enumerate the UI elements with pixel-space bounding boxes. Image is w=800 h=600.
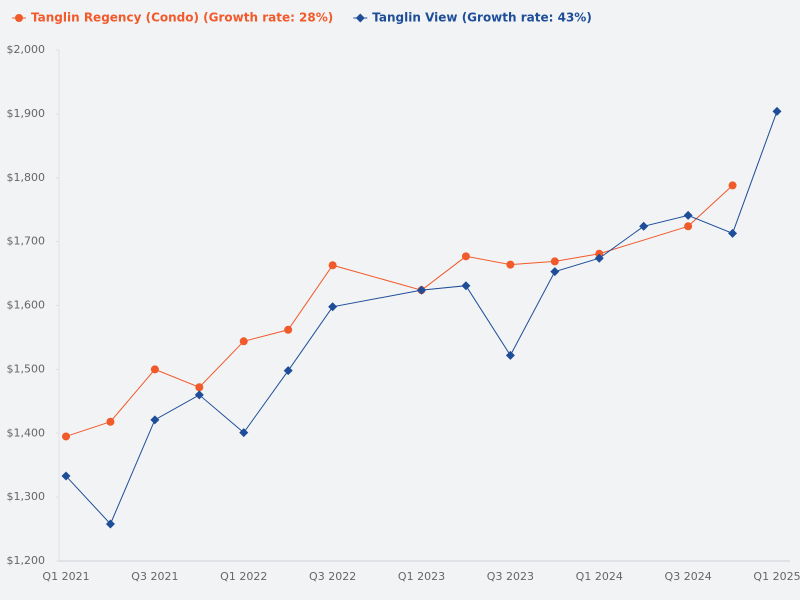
y-tick-label: $1,800 <box>7 171 46 184</box>
series-line <box>65 111 778 525</box>
series-line <box>65 185 733 437</box>
point <box>62 432 70 441</box>
point <box>150 365 159 374</box>
y-tick-label: $1,700 <box>7 235 46 248</box>
point <box>728 228 738 238</box>
point <box>283 366 293 376</box>
point <box>683 210 693 220</box>
point <box>195 383 204 392</box>
point <box>150 415 160 425</box>
point <box>239 337 248 346</box>
point <box>772 106 782 116</box>
x-tick-label: Q3 2024 <box>665 570 712 583</box>
point <box>328 302 338 312</box>
legend-text: Tanglin Regency (Condo) (Growth rate: 28… <box>31 11 333 25</box>
y-tick-label: $1,500 <box>7 362 46 375</box>
legend-item: Tanglin Regency (Condo) (Growth rate: 28… <box>12 11 333 25</box>
x-tick-label: Q3 2023 <box>487 570 534 583</box>
x-tick-label: Q1 2022 <box>220 570 267 583</box>
legend-marker <box>355 13 365 23</box>
point <box>328 261 337 270</box>
x-tick-label: Q1 2024 <box>576 570 623 583</box>
x-tick-label: Q1 2025 <box>753 570 800 583</box>
y-tick-label: $1,600 <box>7 299 46 312</box>
x-tick-label: Q3 2022 <box>309 570 356 583</box>
point <box>594 253 604 263</box>
point <box>284 325 293 334</box>
point <box>194 390 204 400</box>
point <box>550 267 560 277</box>
legend-item: Tanglin View (Growth rate: 43%) <box>353 11 592 25</box>
y-tick-label: $1,400 <box>7 426 46 439</box>
y-tick-label: $1,200 <box>7 554 46 567</box>
x-tick-label: Q1 2023 <box>398 570 445 583</box>
point <box>684 222 693 231</box>
x-tick-label: Q1 2021 <box>42 570 89 583</box>
point <box>506 260 515 269</box>
point <box>639 221 649 231</box>
point <box>106 417 115 426</box>
point <box>461 281 471 291</box>
point <box>461 252 470 261</box>
point <box>728 181 737 190</box>
point <box>105 519 115 529</box>
legend-text: Tanglin View (Growth rate: 43%) <box>372 11 592 25</box>
point <box>550 257 559 266</box>
y-tick-label: $2,000 <box>7 43 46 56</box>
point <box>239 428 249 438</box>
y-tick-label: $1,900 <box>7 107 46 120</box>
point <box>61 471 71 481</box>
point <box>417 285 426 295</box>
legend-marker <box>15 14 23 22</box>
x-tick-label: Q3 2021 <box>131 570 178 583</box>
y-tick-label: $1,300 <box>7 490 46 503</box>
point <box>505 350 515 360</box>
